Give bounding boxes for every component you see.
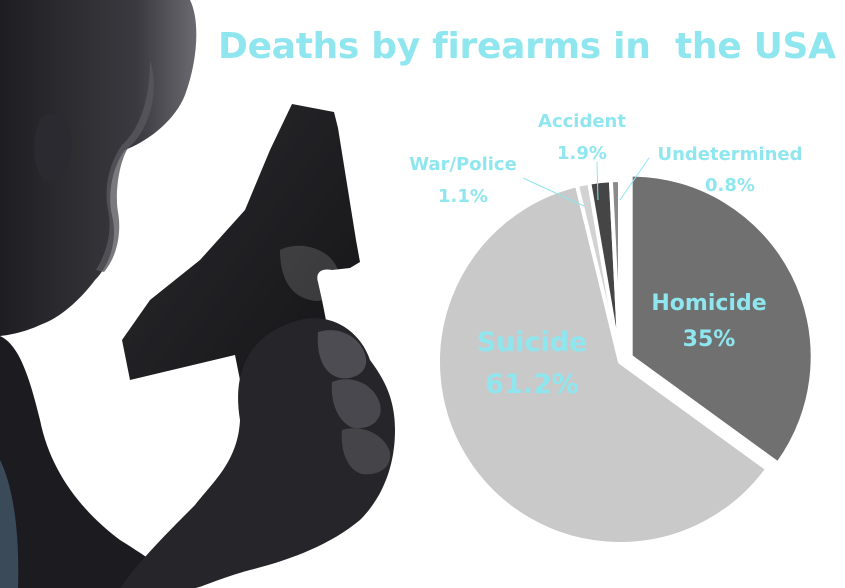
- trigger-guard: [280, 245, 339, 301]
- slice-label: Homicide: [651, 291, 766, 316]
- leader-line: [522, 177, 585, 207]
- chart-title: Deaths by firearms in the USA: [218, 26, 836, 67]
- face-highlight: [96, 60, 154, 272]
- pie-slice-suicide: [436, 182, 771, 546]
- slice-label: Accident: [538, 111, 626, 132]
- shoulder-silhouette: [0, 336, 190, 588]
- slice-value-label: 1.1%: [438, 186, 488, 207]
- slice-value-label: 35%: [683, 327, 736, 352]
- slice-value-label: 0.8%: [705, 175, 755, 196]
- pie-labels: Homicide 35% Suicide 61.2% War/Police 1.1% Acc…: [409, 111, 802, 400]
- finger-highlight-3: [341, 428, 391, 475]
- finger-highlight-2: [331, 379, 381, 429]
- finger-highlight-1: [317, 330, 367, 379]
- pie-chart: [436, 172, 815, 546]
- leader-line: [596, 161, 599, 201]
- head-silhouette: [0, 0, 197, 336]
- slice-label: War/Police: [409, 154, 517, 175]
- slice-label: Suicide: [477, 327, 588, 358]
- leader-line: [619, 157, 650, 201]
- pie-slice-undetermined: [608, 177, 622, 363]
- man-with-pistol-silhouette: [0, 0, 395, 588]
- slice-label: Undetermined: [657, 144, 802, 165]
- slice-value-label: 61.2%: [485, 369, 579, 400]
- leader-lines: [522, 157, 650, 207]
- shirt-collar: [0, 460, 19, 588]
- slice-value-label: 1.9%: [557, 143, 607, 164]
- ear-silhouette: [34, 112, 73, 181]
- hand-silhouette: [120, 318, 395, 588]
- pie-slice-homicide: [628, 172, 815, 467]
